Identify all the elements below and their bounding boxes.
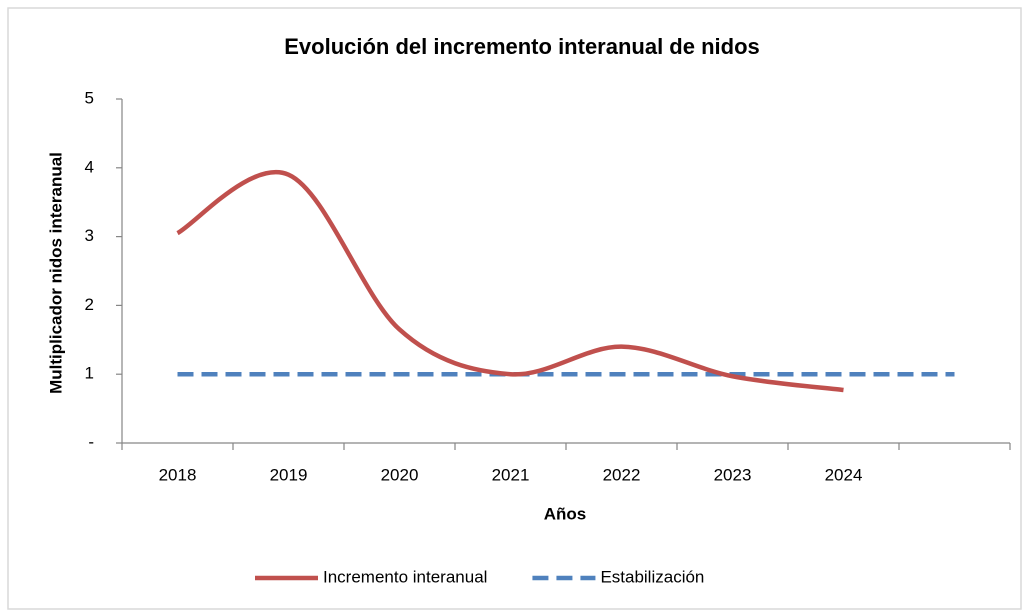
x-tick-label: 2022 [603, 465, 641, 484]
y-tick-label: 2 [85, 295, 94, 314]
legend-label: Estabilización [600, 567, 704, 586]
x-tick-label: 2018 [159, 465, 197, 484]
legend-label: Incremento interanual [323, 567, 487, 586]
y-tick-label: - [88, 432, 94, 451]
y-tick-label: 1 [85, 364, 94, 383]
y-tick-label: 4 [85, 157, 94, 176]
y-axis-title: Multiplicador nidos interanual [46, 152, 65, 394]
x-tick-label: 2023 [714, 465, 752, 484]
series-line [176, 170, 844, 393]
x-tick-label: 2020 [381, 465, 419, 484]
x-tick-label: 2019 [270, 465, 308, 484]
y-tick-label: 5 [85, 88, 94, 107]
chart-frame [7, 7, 1022, 610]
x-tick-label: 2021 [492, 465, 530, 484]
x-axis-title: Años [544, 504, 587, 523]
x-tick-label: 2024 [825, 465, 863, 484]
chart-title: Evolución del incremento interanual de n… [284, 34, 760, 59]
y-tick-label: 3 [85, 226, 94, 245]
